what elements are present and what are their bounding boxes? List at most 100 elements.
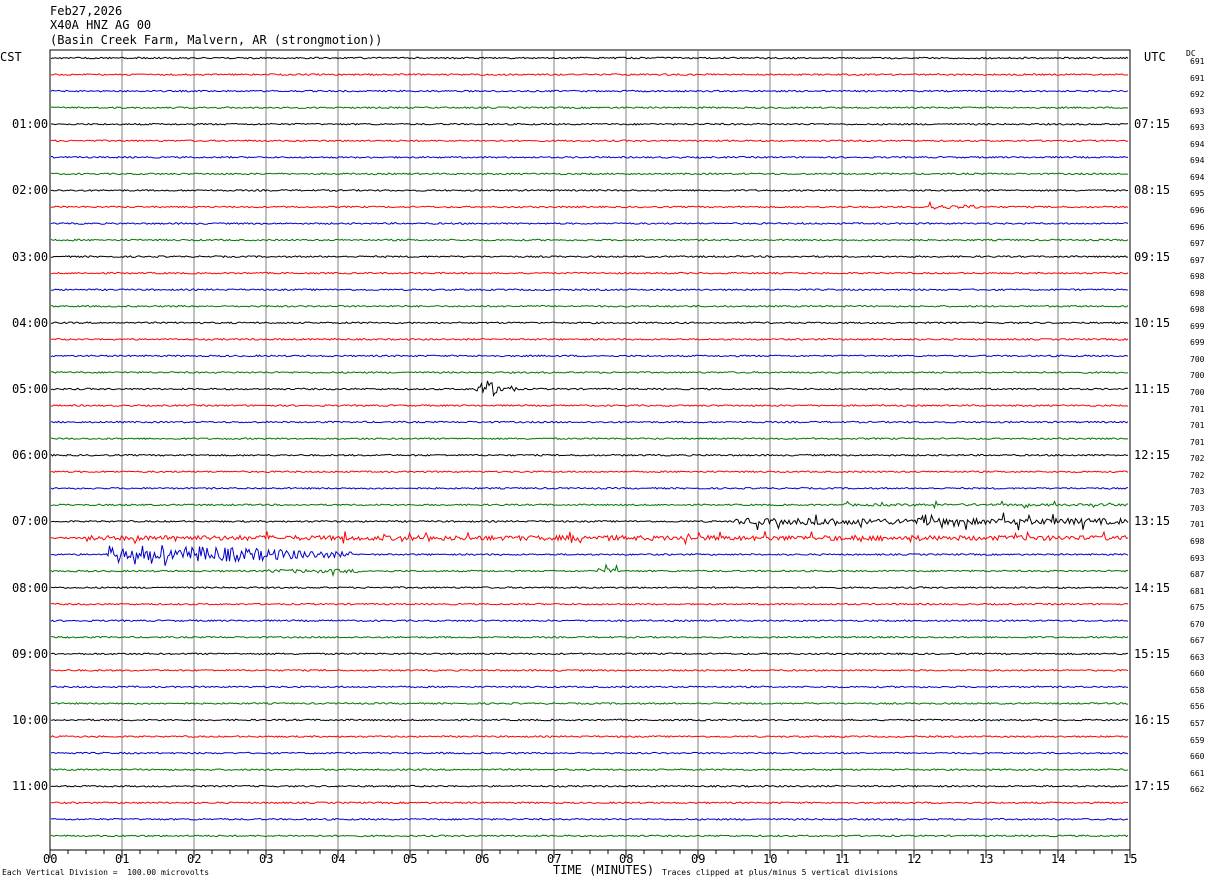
dc-value: 681 <box>1190 586 1205 596</box>
trace-line <box>50 563 1129 578</box>
right-hour-label: 10:15 <box>1134 315 1171 330</box>
left-hour-label: 05:00 <box>12 382 49 396</box>
dc-value: 698 <box>1190 305 1205 315</box>
dc-value: 701 <box>1190 437 1205 447</box>
right-hour-label: 17:15 <box>1134 779 1171 794</box>
header-date: Feb27,2026 <box>50 4 123 18</box>
dc-value: 703 <box>1190 503 1205 513</box>
trace-line <box>50 56 1129 60</box>
x-tick-label: 11 <box>835 852 850 866</box>
dc-value: 692 <box>1190 90 1205 100</box>
trace-line <box>50 470 1129 474</box>
x-tick-label: 10 <box>763 852 778 866</box>
dc-value: 660 <box>1190 669 1205 679</box>
x-tick-label: 07 <box>547 852 562 866</box>
trace-line <box>50 380 1129 398</box>
dc-value: 697 <box>1190 255 1205 265</box>
x-tick-label: 12 <box>907 852 922 866</box>
dc-value: 657 <box>1190 719 1205 728</box>
dc-value: 696 <box>1190 205 1205 215</box>
dc-value: 696 <box>1190 222 1205 232</box>
dc-value: 693 <box>1190 553 1205 563</box>
left-hour-label: 09:00 <box>12 646 49 661</box>
dc-value: 660 <box>1190 752 1205 762</box>
right-hour-label: 13:15 <box>1134 514 1171 529</box>
trace-line <box>50 701 1128 705</box>
trace-line <box>50 337 1129 341</box>
trace-line <box>50 354 1129 358</box>
trace-line <box>51 288 1129 292</box>
trace-line <box>50 222 1129 225</box>
dc-value: 658 <box>1190 685 1205 695</box>
trace-line <box>50 89 1129 93</box>
trace-line <box>50 718 1129 722</box>
dc-value: 701 <box>1190 520 1205 530</box>
x-tick-label: 05 <box>403 852 418 866</box>
left-hour-label: 10:00 <box>12 713 49 727</box>
dc-value: 698 <box>1190 536 1205 546</box>
x-tick-label: 13 <box>979 852 994 866</box>
trace-line <box>50 122 1128 126</box>
trace-line <box>50 652 1129 656</box>
trace-line <box>50 768 1129 772</box>
x-axis-label: TIME (MINUTES) <box>553 863 655 877</box>
left-hour-label: 11:00 <box>12 779 49 794</box>
trace-line <box>50 801 1129 805</box>
right-hour-label: 08:15 <box>1134 183 1171 198</box>
trace-line <box>50 73 1129 76</box>
left-hour-label: 06:00 <box>12 448 49 463</box>
trace-line <box>50 172 1129 176</box>
trace-line <box>50 619 1129 623</box>
dc-value: 659 <box>1190 735 1205 745</box>
dc-value: 699 <box>1190 338 1205 348</box>
dc-value: 656 <box>1190 702 1205 712</box>
left-zone-label: CST <box>0 50 22 64</box>
trace-line <box>50 586 1129 590</box>
left-hour-label: 07:00 <box>12 514 49 529</box>
trace-line <box>50 499 1129 510</box>
dc-value: 687 <box>1190 570 1205 580</box>
dc-value: 661 <box>1190 768 1205 778</box>
trace-line <box>50 784 1129 788</box>
right-hour-label: 07:15 <box>1134 117 1171 132</box>
dc-value: 700 <box>1190 371 1205 381</box>
trace-line <box>50 453 1129 457</box>
trace-line <box>50 420 1129 424</box>
x-tick-label: 06 <box>475 852 490 866</box>
dc-value: 702 <box>1190 470 1205 480</box>
trace-line <box>50 602 1129 606</box>
x-tick-label: 09 <box>691 852 706 866</box>
dc-value: 700 <box>1190 354 1205 364</box>
plot-frame <box>49 49 1131 851</box>
trace-line <box>50 635 1129 639</box>
right-hour-label: 11:15 <box>1134 382 1171 396</box>
dc-value: 698 <box>1190 288 1205 298</box>
left-hour-label: 04:00 <box>12 315 49 330</box>
x-tick-label: 00 <box>43 852 58 866</box>
x-tick-label: 02 <box>187 852 202 866</box>
dc-value: 675 <box>1190 603 1205 613</box>
header-station: X40A HNZ AG 00 <box>50 18 152 32</box>
dc-value: 670 <box>1190 619 1205 629</box>
right-hour-label: 12:15 <box>1134 448 1171 463</box>
trace-line <box>50 530 1129 546</box>
trace-line <box>50 668 1129 672</box>
dc-value: 700 <box>1190 388 1205 397</box>
trace-line <box>51 545 1129 566</box>
right-zone-label: UTC <box>1144 50 1166 64</box>
dc-value: 702 <box>1190 454 1205 464</box>
trace-line <box>50 255 1129 259</box>
left-hour-label: 08:00 <box>12 580 49 595</box>
dc-value: 663 <box>1190 652 1205 662</box>
trace-line <box>50 404 1129 407</box>
left-hour-label: 01:00 <box>12 117 49 132</box>
trace-line <box>50 271 1129 275</box>
x-tick-label: 03 <box>259 852 274 866</box>
dc-value: 662 <box>1190 785 1205 795</box>
dc-value: 703 <box>1190 487 1205 497</box>
footer-scale-note: Each Vertical Division = 100.00 microvol… <box>2 868 210 877</box>
trace-line <box>51 155 1129 159</box>
x-tick-label: 01 <box>115 852 130 866</box>
x-tick-label: 04 <box>331 852 346 866</box>
